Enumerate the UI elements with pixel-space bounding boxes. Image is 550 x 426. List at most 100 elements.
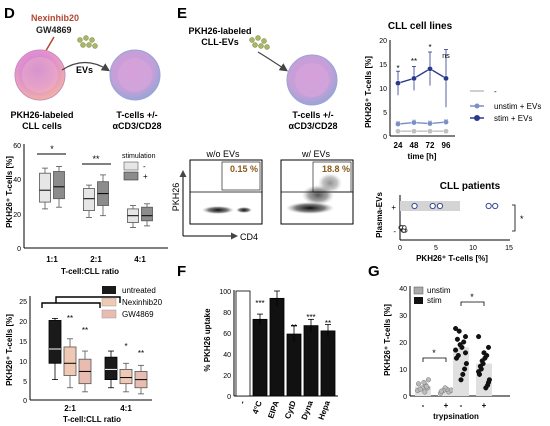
x-tick-label: 5 bbox=[434, 245, 438, 252]
transfer-arrow bbox=[257, 51, 288, 72]
y-ticks: 0 20 40 60 bbox=[13, 143, 21, 253]
legend-label: unstim + EVs bbox=[494, 102, 541, 111]
panel-letter-f: F bbox=[177, 263, 186, 280]
sig-bracket bbox=[55, 296, 121, 303]
data-point bbox=[424, 384, 430, 390]
legend-label: stim + EVs bbox=[494, 114, 532, 123]
cll-cell-icon bbox=[14, 49, 66, 101]
y-tick-label: 40 bbox=[399, 286, 407, 293]
data-point bbox=[411, 202, 418, 210]
y-tick-label: 0 bbox=[17, 246, 21, 253]
box bbox=[119, 368, 133, 385]
x-tick-label: - bbox=[460, 401, 463, 410]
legend-swatch-unstim bbox=[413, 286, 424, 295]
data-point bbox=[462, 334, 469, 340]
y-tick-label: 10 bbox=[379, 86, 387, 93]
flow-population bbox=[236, 207, 252, 213]
y-tick-label: 0 bbox=[23, 398, 27, 405]
data-point bbox=[395, 80, 401, 86]
t-cell-label-1: T-cells +/- bbox=[292, 110, 333, 120]
x-axis-label: trypsination bbox=[433, 412, 479, 421]
data-point bbox=[443, 75, 449, 82]
gate-box bbox=[221, 161, 261, 191]
legend-label: Nexinhib20 bbox=[122, 298, 163, 307]
sig-bracket bbox=[512, 204, 516, 232]
legend-title: stimulation bbox=[122, 153, 156, 160]
x-tick-label: 0 bbox=[398, 245, 402, 252]
data-point bbox=[454, 336, 460, 342]
x-tick-label: Hepa bbox=[317, 399, 332, 421]
flow-title-w-evs: w/ EVs bbox=[301, 149, 331, 159]
panel-letter-e: E bbox=[177, 5, 187, 22]
chart-f-uptake: % PKH26 uptake 0 20 40 60 80 100 *** ** … bbox=[203, 289, 338, 421]
y-tick-label: 20 bbox=[399, 340, 407, 347]
data-point bbox=[456, 328, 462, 334]
x-tick-label: - bbox=[238, 399, 247, 405]
x-tick-label: 10 bbox=[469, 245, 477, 252]
y-tick-label: 60 bbox=[223, 331, 231, 338]
x-tick-label: 4:1 bbox=[120, 404, 132, 413]
sig-marker: ** bbox=[411, 57, 417, 66]
sig-marker: ** bbox=[291, 323, 297, 332]
x-tick-label: 24 bbox=[394, 141, 403, 150]
bar bbox=[235, 290, 251, 397]
t-cell-nucleus-icon bbox=[118, 58, 152, 92]
data-point bbox=[458, 377, 464, 383]
sig-marker: ** bbox=[92, 154, 100, 164]
x-tick-label: 2:1 bbox=[64, 404, 76, 413]
legend-label: - bbox=[143, 162, 146, 171]
y-axis-label: PKH26⁺ T-cells [%] bbox=[383, 304, 392, 376]
box bbox=[83, 188, 95, 212]
data-point bbox=[425, 377, 431, 383]
legend-swatch-nexinhib20 bbox=[101, 297, 117, 307]
x-tick-label: 1:1 bbox=[46, 255, 58, 264]
x-tick-label: + bbox=[444, 401, 449, 410]
y-tick-label: 30 bbox=[399, 313, 407, 320]
data-point bbox=[485, 202, 492, 210]
data-point bbox=[453, 347, 459, 353]
y-tick-label: 80 bbox=[223, 310, 231, 317]
series-line bbox=[397, 121, 447, 125]
scatter-points bbox=[398, 202, 499, 233]
y-tick-label: 20 bbox=[379, 38, 387, 45]
sig-marker: * bbox=[396, 64, 399, 73]
legend-label: + bbox=[143, 172, 148, 181]
y-ticks: 0 10 20 30 40 bbox=[399, 286, 407, 401]
y-tick-label: 10 bbox=[19, 359, 27, 366]
y-tick-label: 40 bbox=[13, 177, 21, 184]
flow-plots: w/o EVs w/ EVs 0.15 % 18.8 % PKH26 CD4 bbox=[171, 149, 354, 242]
legend-swatch-stim bbox=[123, 171, 139, 181]
data-point bbox=[453, 355, 460, 361]
legend-swatch-stim bbox=[414, 297, 423, 304]
legend-label: - bbox=[494, 87, 497, 96]
y-ticks: 0 20 40 60 80 100 bbox=[219, 289, 231, 401]
x-tick-label: - bbox=[422, 401, 425, 410]
data-point bbox=[427, 66, 433, 72]
flow-percent-wo-evs: 0.15 % bbox=[230, 164, 258, 174]
y-axis-label: Plasma-EVs bbox=[375, 192, 384, 238]
data-point bbox=[427, 120, 433, 127]
bar bbox=[303, 325, 319, 397]
y-tick-label: 10 bbox=[399, 367, 407, 374]
evs-icon bbox=[77, 35, 98, 49]
x-tick-label: 4°C bbox=[251, 399, 264, 415]
flow-population bbox=[202, 206, 234, 214]
x-axis-label: T-cell:CLL ratio bbox=[61, 267, 119, 276]
evs-label: EVs bbox=[76, 65, 93, 75]
sig-marker: * bbox=[428, 43, 431, 52]
data-point bbox=[422, 389, 428, 395]
x-tick-label: EIPA bbox=[266, 399, 281, 419]
data-point bbox=[461, 339, 467, 345]
flow-population bbox=[286, 202, 334, 214]
data-point bbox=[443, 128, 449, 134]
chart-d-top-boxplot: PKH26⁺ T-cells [%] 0 20 40 60 * ** 1:1 2… bbox=[5, 143, 168, 276]
y-tick-label: 15 bbox=[379, 62, 387, 69]
legend-swatch-untreated bbox=[102, 286, 116, 294]
bar bbox=[438, 390, 454, 396]
sig-marker: * bbox=[470, 292, 474, 302]
x-ticks: - 4°C EIPA CytD Dyna Hepa bbox=[238, 399, 333, 421]
sig-marker: * bbox=[520, 214, 524, 224]
x-tick-label: + bbox=[482, 401, 487, 410]
bar bbox=[269, 297, 285, 397]
